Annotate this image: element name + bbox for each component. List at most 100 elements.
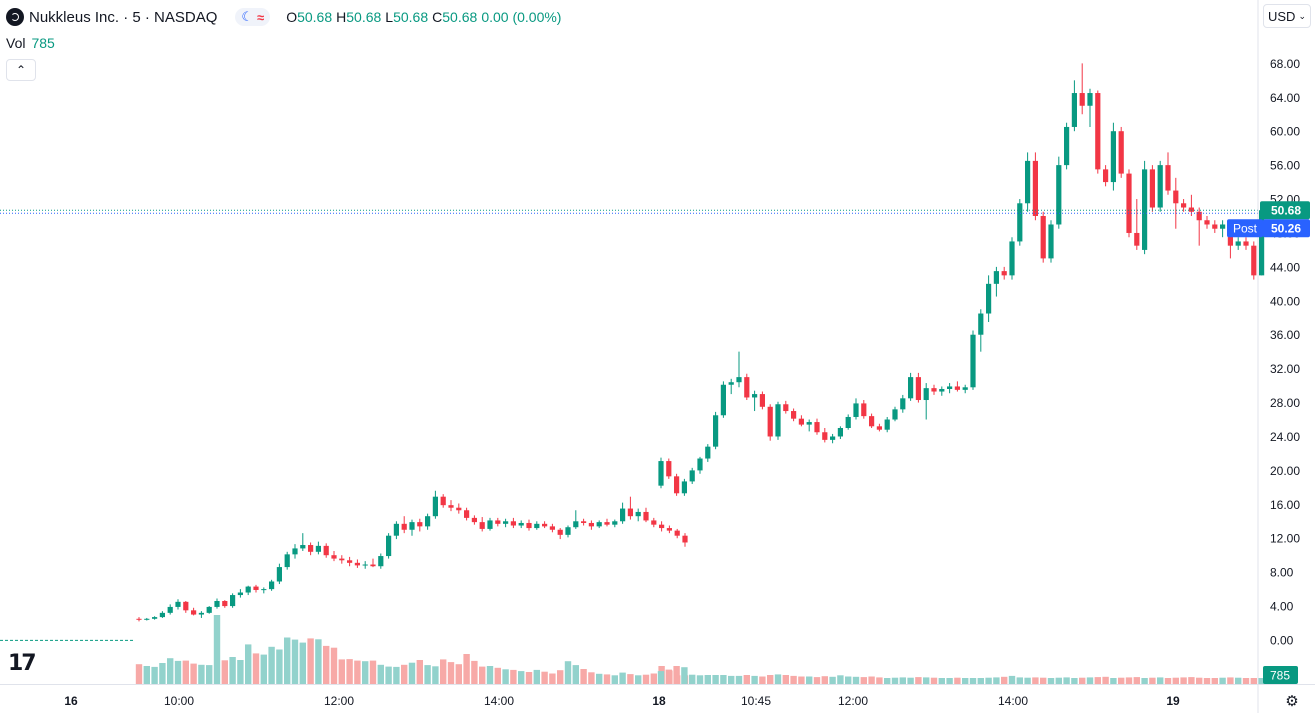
volume-bar [1063, 677, 1070, 684]
volume-bar [221, 660, 228, 684]
currency-button[interactable]: USD ⌄ [1263, 4, 1311, 28]
candle-body [144, 618, 150, 620]
volume-label[interactable]: Vol [6, 35, 26, 51]
symbol-logo-icon[interactable] [6, 8, 24, 26]
session-indicator[interactable]: ☾ ≈ [235, 8, 271, 26]
moon-icon: ☾ [241, 9, 254, 24]
candle-body [604, 522, 610, 525]
volume-bar [1250, 678, 1257, 684]
volume-bar [525, 672, 533, 684]
candle-body [666, 461, 672, 477]
symbol-title[interactable]: Nukkleus Inc. · 5 · NASDAQ [29, 8, 218, 26]
volume-bar [837, 675, 844, 684]
volume-bar [619, 672, 626, 684]
last-price-label: 50.68 [1271, 204, 1301, 218]
candle-body [573, 521, 579, 528]
y-tick-label: 32.00 [1270, 362, 1300, 376]
candle-body [198, 612, 204, 615]
volume-bar [315, 639, 322, 684]
candle-body [581, 521, 587, 523]
ohlc-values: O50.68 H50.68 L50.68 C50.68 0.00 (0.00%) [286, 9, 565, 25]
volume-bar [1133, 677, 1140, 684]
price-labels: 50.68 Post 50.26 785 [1227, 201, 1310, 684]
candle-body [159, 612, 165, 618]
volume-bar [463, 654, 470, 684]
volume-bar [635, 675, 642, 684]
candle-body [705, 446, 711, 459]
candle-body [682, 535, 688, 543]
candle-body [674, 476, 680, 494]
volume-bar [751, 675, 758, 684]
volume-tag [1263, 666, 1298, 684]
volume-bar [954, 677, 961, 684]
volume-bar [190, 663, 197, 684]
post-price-label: 50.26 [1271, 222, 1301, 236]
tradingview-logo[interactable]: 17 [8, 651, 37, 676]
currency-label: USD [1268, 8, 1296, 24]
candle-body [1064, 126, 1070, 166]
ohlc-key-2: L [385, 9, 394, 25]
volume-bar [813, 677, 821, 684]
candle-body [892, 409, 898, 420]
candle-body [432, 496, 438, 517]
volume-bar [1235, 677, 1242, 684]
candle-body [386, 535, 392, 557]
volume-bar [1055, 677, 1062, 684]
volume-bar [1102, 676, 1109, 684]
volume-bar [1227, 677, 1234, 684]
volume-bar [284, 637, 291, 684]
volume-tag-label: 785 [1270, 669, 1290, 683]
candle-body [612, 521, 618, 525]
volume-bar [338, 659, 345, 684]
candle-body [659, 524, 665, 529]
volume-bar [743, 675, 750, 684]
time-axis[interactable]: 16 10:00 12:00 14:00 18 10:45 12:00 14:00 19 [0, 684, 1315, 709]
collapse-legend-button[interactable]: ⌃ [6, 59, 36, 81]
volume-bar [1242, 678, 1250, 684]
candle-body [393, 523, 399, 536]
candle-body [245, 586, 251, 593]
candle-body [1188, 207, 1194, 212]
candle-body [900, 398, 906, 410]
y-tick-label: 68.00 [1270, 57, 1300, 71]
ohlc-value-4: 0.00 (0.00%) [481, 9, 562, 25]
candle-body [915, 377, 921, 401]
y-tick-label: 36.00 [1270, 328, 1300, 342]
volume-bar [884, 678, 891, 684]
volume-bar [1001, 676, 1008, 684]
candle-body [1134, 232, 1140, 246]
x-tick-label: 14:00 [998, 694, 1028, 708]
candle-body [861, 403, 867, 417]
candle-body [674, 530, 680, 536]
candle-body [962, 387, 968, 390]
candle-body [175, 601, 181, 607]
volume-bar [1016, 677, 1023, 684]
candle-body [1126, 173, 1132, 233]
candle-body [1009, 241, 1015, 276]
volume-bar [923, 677, 930, 684]
candle-body [1204, 220, 1210, 225]
volume-bar [174, 660, 182, 684]
volume-bar [1118, 677, 1125, 684]
volume-bar [479, 666, 486, 684]
candle-body [378, 556, 384, 567]
candle-body [791, 411, 797, 419]
volume-bar [252, 653, 260, 684]
gear-icon[interactable]: ⚙ [1285, 693, 1299, 710]
candle-body [518, 522, 524, 526]
candle-body [448, 505, 454, 508]
volume-bar [868, 676, 875, 684]
candle-body [1087, 93, 1093, 106]
volume-bar [135, 664, 143, 684]
volume-bar [440, 659, 447, 684]
volume-bar [1258, 678, 1265, 684]
x-tick-label: 16 [64, 694, 78, 708]
volume-bar [845, 676, 852, 684]
candle-body [347, 560, 353, 563]
price-axis[interactable]: 68.0064.0060.0056.0052.0048.0044.0040.00… [1257, 0, 1300, 713]
volume-bar [510, 669, 517, 684]
ohlc-key-1: H [336, 9, 347, 25]
volume-bar [829, 676, 836, 684]
candle-body [230, 595, 236, 607]
